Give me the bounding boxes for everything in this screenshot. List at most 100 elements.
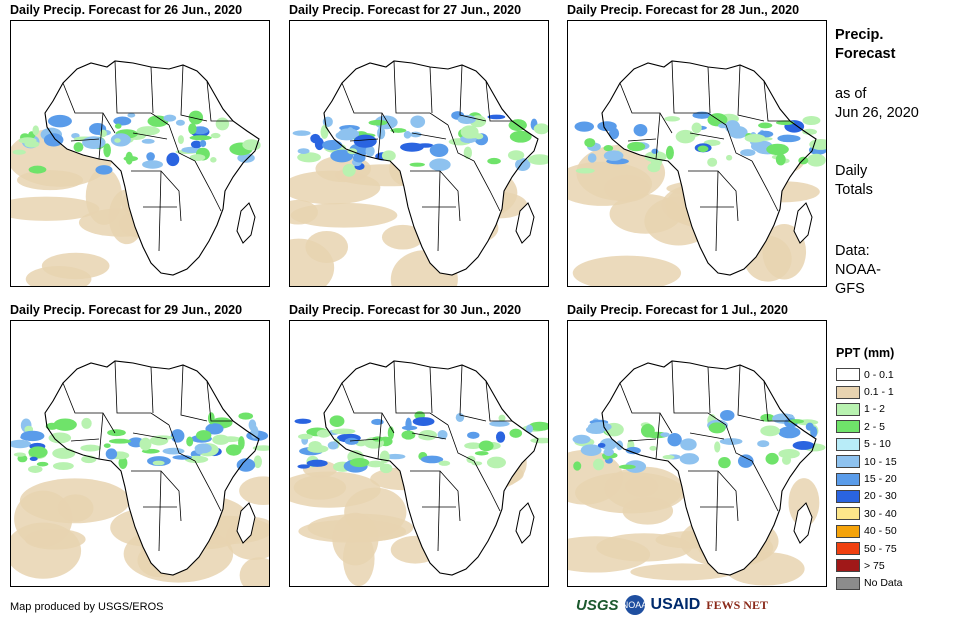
legend-swatch xyxy=(836,559,860,573)
country-border xyxy=(459,64,487,122)
side-data-line1: Data: xyxy=(835,243,870,259)
panel-title-5: Daily Precip. Forecast for 30 Jun., 2020 xyxy=(289,303,522,317)
country-border xyxy=(206,80,233,122)
country-border xyxy=(715,470,719,552)
country-border xyxy=(725,424,753,462)
map-panel-4[interactable] xyxy=(10,320,270,587)
legend-label: 10 - 15 xyxy=(864,455,897,468)
country-border xyxy=(180,364,208,422)
country-border xyxy=(689,132,725,140)
map-svg xyxy=(11,360,269,586)
country-border xyxy=(655,112,661,160)
country-border xyxy=(429,66,433,114)
country-border xyxy=(62,382,116,434)
legend-swatch xyxy=(836,507,860,521)
legend-label: 30 - 40 xyxy=(864,507,897,520)
side-totals-line2: Totals xyxy=(835,182,873,198)
side-data-line3: GFS xyxy=(835,281,865,297)
country-border xyxy=(393,60,449,126)
legend-swatch xyxy=(836,385,860,399)
country-border xyxy=(429,366,433,414)
country-border xyxy=(627,438,657,442)
country-border xyxy=(763,80,790,122)
madagascar xyxy=(236,202,256,244)
side-data-line2: NOAA- xyxy=(835,262,881,278)
legend-row: 20 - 30 xyxy=(836,488,903,505)
side-title-line2: Forecast xyxy=(835,46,896,62)
legend-swatch xyxy=(836,524,860,538)
legend-row: 2 - 5 xyxy=(836,418,903,435)
map-svg xyxy=(290,60,548,286)
side-totals-line1: Daily xyxy=(835,163,868,179)
legend-label: 0.1 - 1 xyxy=(864,386,894,399)
country-border xyxy=(150,66,154,114)
country-border xyxy=(619,382,673,434)
country-border xyxy=(671,360,727,426)
country-border xyxy=(619,82,673,134)
legend-swatch xyxy=(836,489,860,503)
africa-coastline xyxy=(601,60,817,276)
map-panel-2[interactable] xyxy=(289,20,549,287)
legend-row: 40 - 50 xyxy=(836,523,903,540)
country-border xyxy=(688,170,739,222)
country-border xyxy=(393,360,449,426)
map-panel-1[interactable] xyxy=(10,20,270,287)
noaa-logo[interactable]: NOAA xyxy=(622,595,647,615)
country-border xyxy=(459,364,487,422)
usaid-logo[interactable]: USAID xyxy=(650,596,701,613)
panel-title-6: Daily Precip. Forecast for 1 Jul., 2020 xyxy=(567,303,788,317)
legend-swatch xyxy=(836,542,860,556)
country-border xyxy=(447,124,475,162)
country-border xyxy=(70,438,100,442)
country-border xyxy=(132,132,168,140)
map-svg xyxy=(568,360,826,586)
map-svg xyxy=(11,60,261,286)
legend-swatch xyxy=(836,455,860,469)
country-border xyxy=(671,60,727,126)
precip-band xyxy=(574,111,826,174)
africa-coastline xyxy=(44,60,260,276)
country-border xyxy=(411,132,447,140)
fews-net-logo[interactable]: FEWS NET xyxy=(706,597,768,612)
usgs-logo[interactable]: USGS xyxy=(576,596,619,614)
legend-title: PPT (mm) xyxy=(836,346,895,360)
country-border xyxy=(655,412,661,460)
legend-label: 1 - 2 xyxy=(864,403,886,416)
legend-label: 50 - 75 xyxy=(864,542,897,555)
precip-band xyxy=(294,411,548,474)
country-border xyxy=(349,138,379,142)
country-border xyxy=(437,470,441,552)
madagascar xyxy=(515,502,535,544)
map-panel-6[interactable] xyxy=(567,320,827,587)
country-border xyxy=(349,438,379,442)
country-border xyxy=(707,66,711,114)
country-border xyxy=(194,460,222,512)
country-border xyxy=(485,380,512,422)
panel-title-3: Daily Precip. Forecast for 28 Jun., 2020 xyxy=(567,3,800,17)
legend-swatch xyxy=(836,472,860,486)
country-border xyxy=(410,170,461,222)
africa-landmass xyxy=(324,361,538,575)
legend-label: No Data xyxy=(864,577,903,590)
legend-label: 40 - 50 xyxy=(864,525,897,538)
country-border xyxy=(158,470,162,552)
legend-row: 5 - 10 xyxy=(836,436,903,453)
legend-row: 1 - 2 xyxy=(836,401,903,418)
country-border xyxy=(688,470,739,522)
map-panel-3[interactable] xyxy=(567,20,827,287)
side-title-line1: Precip. xyxy=(835,27,884,43)
country-border xyxy=(114,360,170,426)
legend-row: 30 - 40 xyxy=(836,505,903,522)
country-border xyxy=(447,424,475,462)
side-data-source: Data: NOAA- GFS xyxy=(835,242,881,299)
legend-label: 15 - 20 xyxy=(864,473,897,486)
country-border xyxy=(411,432,447,440)
legend-row: No Data xyxy=(836,575,903,592)
legend-row: 50 - 75 xyxy=(836,540,903,557)
map-panel-5[interactable] xyxy=(289,320,549,587)
country-border xyxy=(473,160,501,212)
legend: 0 - 0.1 0.1 - 1 1 - 2 2 - 5 5 - 10 10 - 15 15 … xyxy=(836,366,903,592)
legend-label: > 75 xyxy=(864,559,885,572)
logo-bar: USGS NOAA USAID FEWS NET xyxy=(576,595,768,615)
country-border xyxy=(341,82,395,134)
